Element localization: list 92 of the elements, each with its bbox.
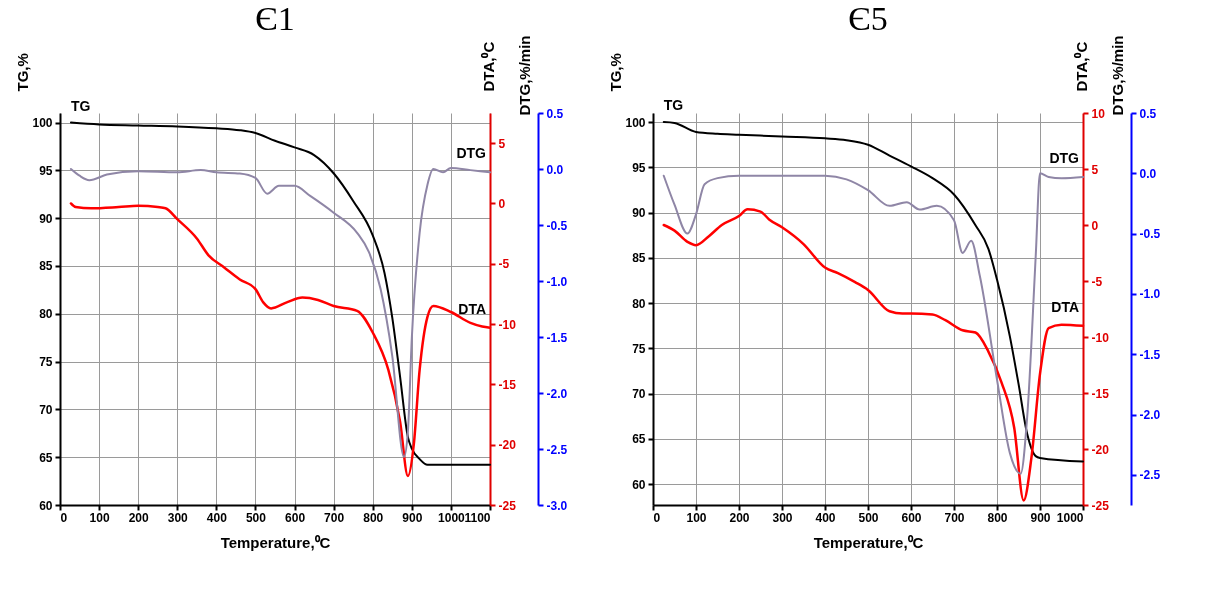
y2-tick-label: 0 bbox=[1091, 218, 1099, 233]
chart-title: Є5 bbox=[848, 0, 888, 37]
y2-tick-label: 10 bbox=[1091, 106, 1106, 121]
y-tick-label: 75 bbox=[632, 341, 646, 356]
y2-tick-label: -5 bbox=[498, 257, 510, 272]
y-tick-label: 65 bbox=[39, 450, 53, 465]
y3-tick-label: -2.0 bbox=[546, 386, 568, 401]
x-tick-label: 800 bbox=[363, 510, 384, 525]
x-tick-label: 300 bbox=[772, 510, 793, 525]
line-series bbox=[662, 172, 1084, 475]
y2-tick-label: 0 bbox=[498, 196, 506, 211]
x-tick-label: 1000 bbox=[1056, 510, 1084, 525]
y-tick-label: 100 bbox=[625, 115, 646, 130]
y-tick-label: 60 bbox=[632, 477, 646, 492]
y3-tick-label: -2.0 bbox=[1139, 408, 1161, 423]
y3-tick-label: -2.5 bbox=[546, 442, 568, 457]
x-tick-label: 300 bbox=[167, 510, 189, 525]
line-series bbox=[662, 121, 1084, 463]
y-tick-label: 70 bbox=[632, 387, 646, 402]
y-tick-label: 90 bbox=[39, 211, 53, 226]
x-tick-label: 700 bbox=[324, 510, 345, 525]
y2-tick-label: -5 bbox=[1091, 274, 1103, 289]
chart-title: Є1 bbox=[255, 0, 295, 37]
y2-tick-label: 5 bbox=[1091, 162, 1099, 177]
y-tick-label: 85 bbox=[632, 251, 646, 266]
x-tick-label: 500 bbox=[245, 510, 267, 525]
x-tick-label: 100 bbox=[686, 510, 707, 525]
y-tick-label: 95 bbox=[39, 163, 53, 178]
series-label: TG bbox=[663, 97, 684, 114]
x-tick-label: 900 bbox=[1030, 510, 1051, 525]
series-label: DTA bbox=[1051, 298, 1079, 315]
y2-tick-label: -20 bbox=[1091, 442, 1110, 457]
y3-tick-label: -0.5 bbox=[546, 218, 568, 233]
y3-tick-label: -0.5 bbox=[1139, 227, 1161, 242]
y3-tick-label: -1.0 bbox=[546, 274, 568, 289]
y3-tick-label: -1.5 bbox=[546, 330, 568, 345]
y-tick-label: 80 bbox=[632, 296, 646, 311]
y3-tick-label: -1.5 bbox=[1139, 347, 1161, 362]
y-tick-label: 90 bbox=[632, 206, 646, 221]
series-label: DTG bbox=[1049, 149, 1080, 166]
y2-tick-label: -15 bbox=[498, 377, 517, 392]
y2-tick-label: -10 bbox=[1091, 330, 1110, 345]
x-tick-label: 100 bbox=[89, 510, 110, 525]
y3-axis-title: DTG,%/min bbox=[515, 35, 533, 116]
y3-axis-title: DTG,%/min bbox=[1108, 35, 1126, 116]
series-label: DTA bbox=[458, 300, 486, 317]
y2-tick-label: -25 bbox=[1091, 498, 1110, 513]
y3-tick-label: 0.0 bbox=[1139, 166, 1157, 181]
x-axis-title: Temperature,⁰C bbox=[220, 533, 331, 551]
line-series bbox=[69, 202, 492, 478]
x-tick-label: 700 bbox=[944, 510, 965, 525]
y-tick-label: 60 bbox=[39, 498, 53, 513]
x-tick-label: 600 bbox=[285, 510, 306, 525]
y-tick-label: 80 bbox=[39, 307, 53, 322]
y2-tick-label: -15 bbox=[1091, 386, 1110, 401]
x-tick-label: 400 bbox=[206, 510, 228, 525]
series-label: DTG bbox=[456, 145, 487, 162]
x-tick-label: 800 bbox=[987, 510, 1008, 525]
x-tick-label: 200 bbox=[729, 510, 750, 525]
y2-tick-label: -25 bbox=[498, 498, 517, 513]
y3-tick-label: 0.5 bbox=[1139, 106, 1157, 121]
x-tick-label: 400 bbox=[815, 510, 836, 525]
line-series bbox=[662, 208, 1085, 502]
y-tick-label: 70 bbox=[39, 402, 53, 417]
y3-tick-label: 0.5 bbox=[546, 106, 564, 121]
y2-tick-label: 5 bbox=[498, 136, 506, 151]
x-tick-label: 200 bbox=[128, 510, 150, 525]
y2-axis-title: DTA,⁰C bbox=[1072, 41, 1090, 92]
y-tick-label: 65 bbox=[632, 432, 646, 447]
series-label: TG bbox=[70, 97, 91, 114]
y-tick-label: 100 bbox=[32, 116, 53, 131]
x-tick-label: 0 bbox=[653, 510, 661, 525]
x-tick-label: 0 bbox=[60, 510, 68, 525]
line-series bbox=[69, 121, 491, 466]
x-axis-title: Temperature,⁰C bbox=[813, 533, 924, 551]
line-series bbox=[69, 166, 491, 458]
x-tick-label: 500 bbox=[858, 510, 879, 525]
y-axis-title: TG,% bbox=[606, 53, 624, 92]
y2-tick-label: -10 bbox=[498, 317, 517, 332]
x-tick-label: 1100 bbox=[464, 510, 491, 525]
y2-tick-label: -20 bbox=[498, 438, 517, 453]
y-axis-title: TG,% bbox=[13, 53, 31, 92]
y-tick-label: 85 bbox=[39, 259, 53, 274]
y3-tick-label: 0.0 bbox=[546, 162, 564, 177]
y2-axis-title: DTA,⁰C bbox=[479, 41, 497, 92]
y3-tick-label: -2.5 bbox=[1139, 468, 1161, 483]
y-tick-label: 75 bbox=[39, 355, 53, 370]
x-tick-label: 600 bbox=[901, 510, 922, 525]
y3-tick-label: -3.0 bbox=[546, 498, 568, 513]
y3-tick-label: -1.0 bbox=[1139, 287, 1161, 302]
y-tick-label: 95 bbox=[632, 160, 646, 175]
x-tick-label: 900 bbox=[402, 510, 423, 525]
